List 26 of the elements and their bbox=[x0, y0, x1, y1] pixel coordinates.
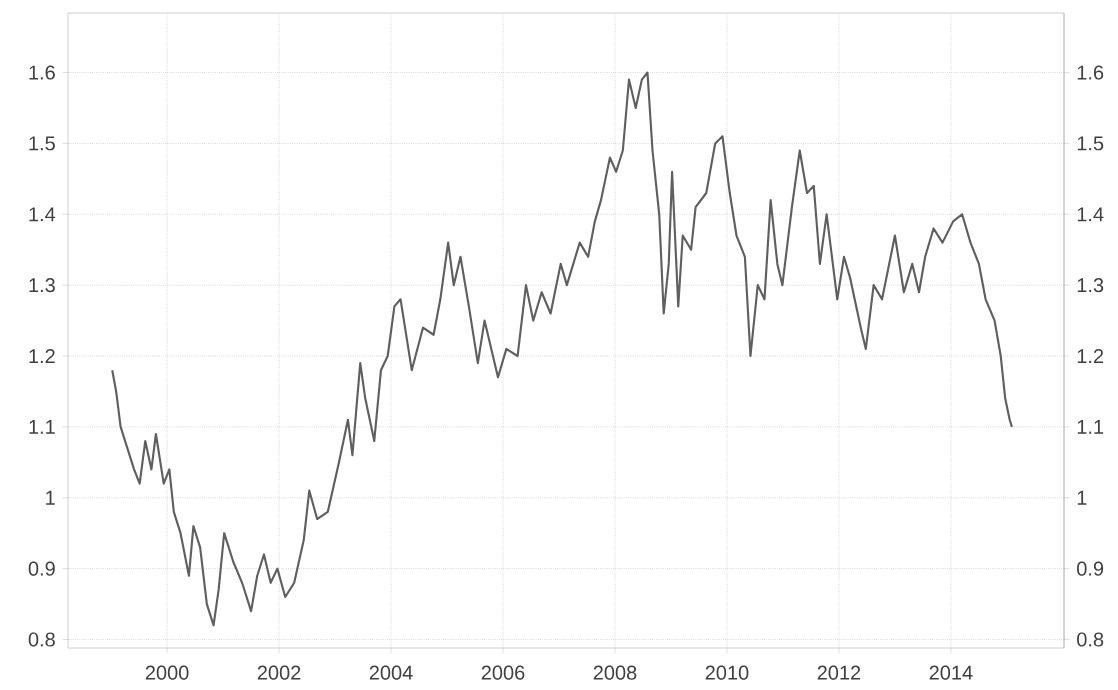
y-tick-label: 0.9 bbox=[28, 561, 55, 576]
y-tick-label: 1.3 bbox=[29, 278, 55, 293]
y-tick-label: 0.8 bbox=[28, 632, 55, 647]
x-tick-label: 2014 bbox=[929, 665, 973, 680]
y2-tick-label: 1 bbox=[1077, 490, 1087, 505]
y2-tick-label: 1.6 bbox=[1077, 65, 1104, 80]
y2-tick-label: 1.5 bbox=[1077, 136, 1104, 151]
y-tick-label: 1.4 bbox=[29, 207, 56, 222]
y2-tick-label: 1.4 bbox=[1077, 207, 1104, 222]
y-tick-label: 1 bbox=[46, 490, 55, 505]
y2-tick-label: 1.1 bbox=[1077, 420, 1104, 434]
x-tick-label: 2006 bbox=[481, 665, 525, 680]
x-tick-label: 2004 bbox=[369, 665, 413, 680]
x-tick-label: 2012 bbox=[817, 665, 861, 680]
y2-tick-label: 1.2 bbox=[1077, 349, 1104, 363]
y-tick-label: 1.5 bbox=[29, 136, 55, 151]
x-tick-label: 2002 bbox=[257, 665, 301, 680]
y2-tick-label: 0.9 bbox=[1077, 561, 1104, 576]
x-tick-label: 2008 bbox=[593, 665, 637, 680]
y-tick-label: 1.1 bbox=[29, 420, 55, 434]
x-tick-label: 2000 bbox=[145, 665, 189, 680]
y2-tick-label: 1.3 bbox=[1077, 278, 1104, 293]
y-tick-label: 1.2 bbox=[29, 349, 55, 363]
y-tick-label: 1.6 bbox=[29, 65, 55, 80]
x-tick-label: 2010 bbox=[705, 665, 749, 680]
y2-tick-label: 0.8 bbox=[1077, 632, 1104, 647]
